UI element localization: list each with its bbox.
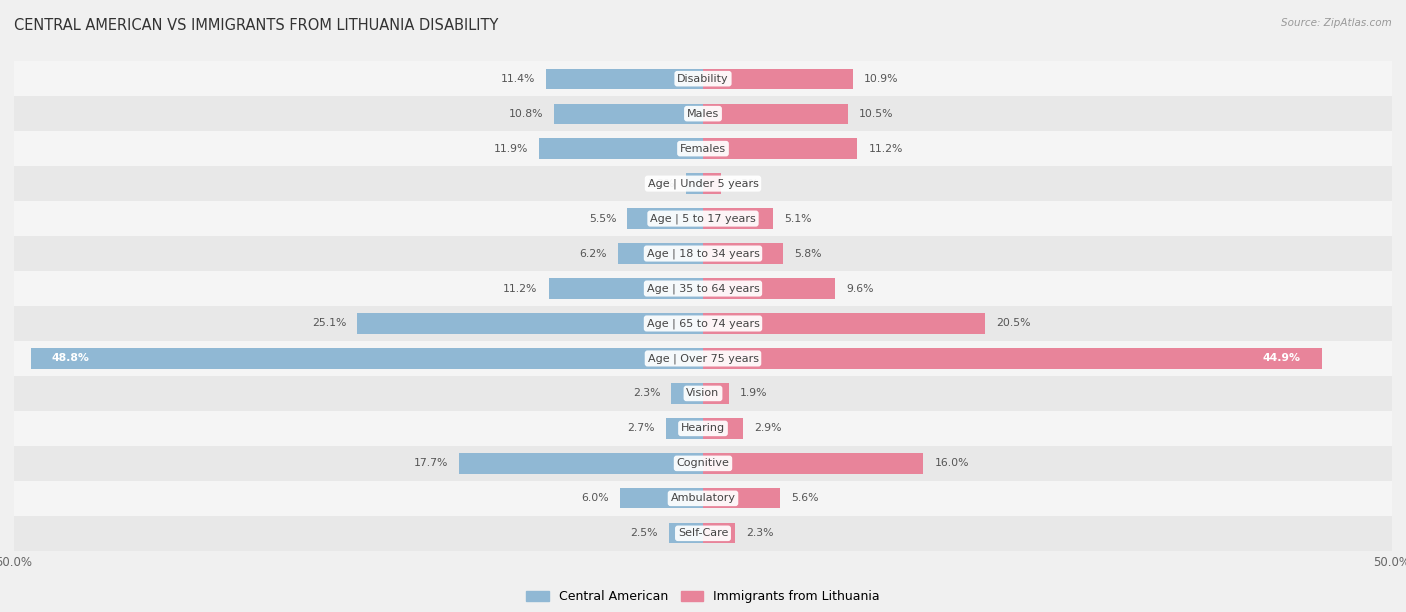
Bar — [460, 453, 703, 474]
Text: 20.5%: 20.5% — [997, 318, 1031, 329]
Bar — [627, 209, 703, 229]
Bar — [14, 411, 1392, 446]
Text: 16.0%: 16.0% — [935, 458, 969, 468]
Text: Source: ZipAtlas.com: Source: ZipAtlas.com — [1281, 18, 1392, 28]
Text: Age | 35 to 64 years: Age | 35 to 64 years — [647, 283, 759, 294]
Text: Hearing: Hearing — [681, 424, 725, 433]
Bar — [703, 313, 986, 334]
Text: 1.3%: 1.3% — [733, 179, 759, 188]
Bar — [357, 313, 703, 334]
Text: 48.8%: 48.8% — [51, 354, 89, 364]
Text: 5.5%: 5.5% — [589, 214, 616, 223]
Text: 25.1%: 25.1% — [312, 318, 346, 329]
Text: 10.9%: 10.9% — [865, 73, 898, 84]
Bar — [14, 96, 1392, 131]
Text: 17.7%: 17.7% — [413, 458, 449, 468]
Bar — [703, 209, 773, 229]
Bar — [703, 173, 721, 194]
Bar — [31, 348, 703, 368]
Bar — [703, 103, 848, 124]
Text: 10.8%: 10.8% — [509, 109, 543, 119]
Text: 5.1%: 5.1% — [785, 214, 811, 223]
Text: 5.6%: 5.6% — [792, 493, 818, 503]
Bar — [703, 138, 858, 159]
Bar — [554, 103, 703, 124]
Text: 2.3%: 2.3% — [745, 528, 773, 539]
Text: Disability: Disability — [678, 73, 728, 84]
Text: Age | 5 to 17 years: Age | 5 to 17 years — [650, 214, 756, 224]
Bar — [703, 278, 835, 299]
Text: Age | Over 75 years: Age | Over 75 years — [648, 353, 758, 364]
Bar — [703, 348, 1322, 368]
Text: Age | 65 to 74 years: Age | 65 to 74 years — [647, 318, 759, 329]
Bar — [703, 418, 742, 439]
Bar — [14, 446, 1392, 481]
Text: Vision: Vision — [686, 389, 720, 398]
Text: 9.6%: 9.6% — [846, 283, 873, 294]
Text: Self-Care: Self-Care — [678, 528, 728, 539]
Bar — [14, 306, 1392, 341]
Text: 5.8%: 5.8% — [794, 248, 821, 258]
Bar — [703, 453, 924, 474]
Text: Males: Males — [688, 109, 718, 119]
Bar — [538, 138, 703, 159]
Bar — [14, 166, 1392, 201]
Bar — [14, 516, 1392, 551]
Text: Age | Under 5 years: Age | Under 5 years — [648, 178, 758, 189]
Bar — [14, 236, 1392, 271]
Text: Cognitive: Cognitive — [676, 458, 730, 468]
Bar — [14, 271, 1392, 306]
Text: 10.5%: 10.5% — [859, 109, 893, 119]
Text: 6.2%: 6.2% — [579, 248, 606, 258]
Text: 11.9%: 11.9% — [494, 144, 529, 154]
Bar — [620, 488, 703, 509]
Bar — [703, 69, 853, 89]
Bar — [14, 376, 1392, 411]
Text: 11.2%: 11.2% — [869, 144, 903, 154]
Bar — [548, 278, 703, 299]
Bar — [703, 244, 783, 264]
Legend: Central American, Immigrants from Lithuania: Central American, Immigrants from Lithua… — [526, 591, 880, 603]
Text: 1.2%: 1.2% — [648, 179, 675, 188]
Text: 2.3%: 2.3% — [633, 389, 661, 398]
Text: Age | 18 to 34 years: Age | 18 to 34 years — [647, 248, 759, 259]
Bar — [14, 131, 1392, 166]
Bar — [703, 383, 730, 403]
Text: 1.9%: 1.9% — [740, 389, 768, 398]
Text: 44.9%: 44.9% — [1263, 354, 1301, 364]
Text: 2.7%: 2.7% — [627, 424, 655, 433]
Bar — [617, 244, 703, 264]
Bar — [14, 481, 1392, 516]
Bar — [686, 173, 703, 194]
Text: Ambulatory: Ambulatory — [671, 493, 735, 503]
Bar — [14, 61, 1392, 96]
Bar — [14, 201, 1392, 236]
Text: 11.2%: 11.2% — [503, 283, 537, 294]
Text: 6.0%: 6.0% — [582, 493, 609, 503]
Bar — [546, 69, 703, 89]
Bar — [703, 523, 735, 543]
Text: CENTRAL AMERICAN VS IMMIGRANTS FROM LITHUANIA DISABILITY: CENTRAL AMERICAN VS IMMIGRANTS FROM LITH… — [14, 18, 499, 34]
Bar — [669, 523, 703, 543]
Bar — [703, 488, 780, 509]
Text: 11.4%: 11.4% — [501, 73, 534, 84]
Bar — [671, 383, 703, 403]
Bar — [666, 418, 703, 439]
Text: 2.9%: 2.9% — [754, 424, 782, 433]
Bar — [14, 341, 1392, 376]
Text: Females: Females — [681, 144, 725, 154]
Text: 2.5%: 2.5% — [630, 528, 658, 539]
